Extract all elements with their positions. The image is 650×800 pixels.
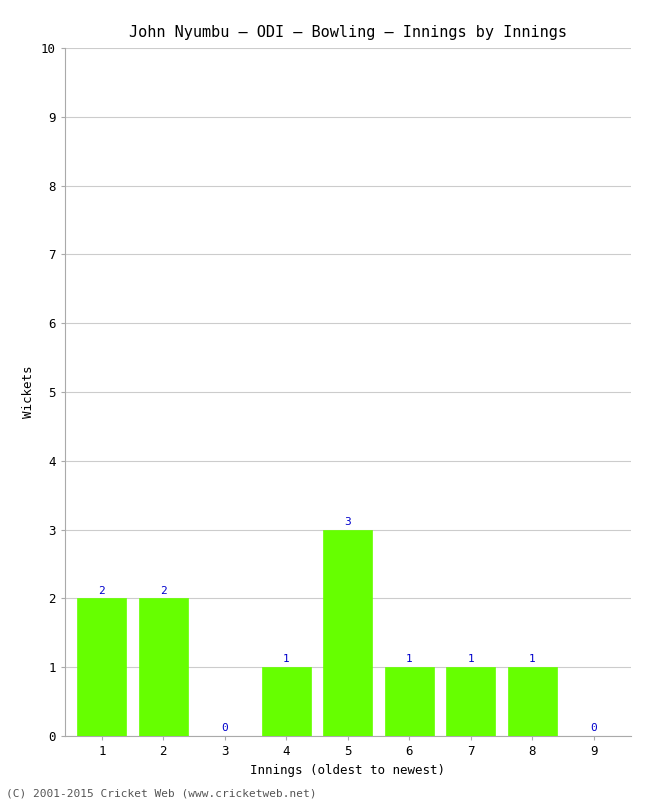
Text: 2: 2 [160, 586, 166, 596]
Bar [385, 667, 434, 736]
Text: 0: 0 [590, 723, 597, 734]
Text: 2: 2 [99, 586, 105, 596]
Text: 1: 1 [467, 654, 474, 665]
Title: John Nyumbu – ODI – Bowling – Innings by Innings: John Nyumbu – ODI – Bowling – Innings by… [129, 25, 567, 40]
Bar [138, 598, 188, 736]
Text: 3: 3 [344, 517, 351, 527]
Bar [323, 530, 372, 736]
Text: 1: 1 [283, 654, 290, 665]
Text: (C) 2001-2015 Cricket Web (www.cricketweb.net): (C) 2001-2015 Cricket Web (www.cricketwe… [6, 788, 317, 798]
Text: 1: 1 [406, 654, 413, 665]
Bar [446, 667, 495, 736]
Bar [77, 598, 127, 736]
X-axis label: Innings (oldest to newest): Innings (oldest to newest) [250, 763, 445, 777]
Text: 1: 1 [529, 654, 536, 665]
Text: 0: 0 [222, 723, 228, 734]
Bar [262, 667, 311, 736]
Y-axis label: Wickets: Wickets [22, 366, 35, 418]
Bar [508, 667, 557, 736]
